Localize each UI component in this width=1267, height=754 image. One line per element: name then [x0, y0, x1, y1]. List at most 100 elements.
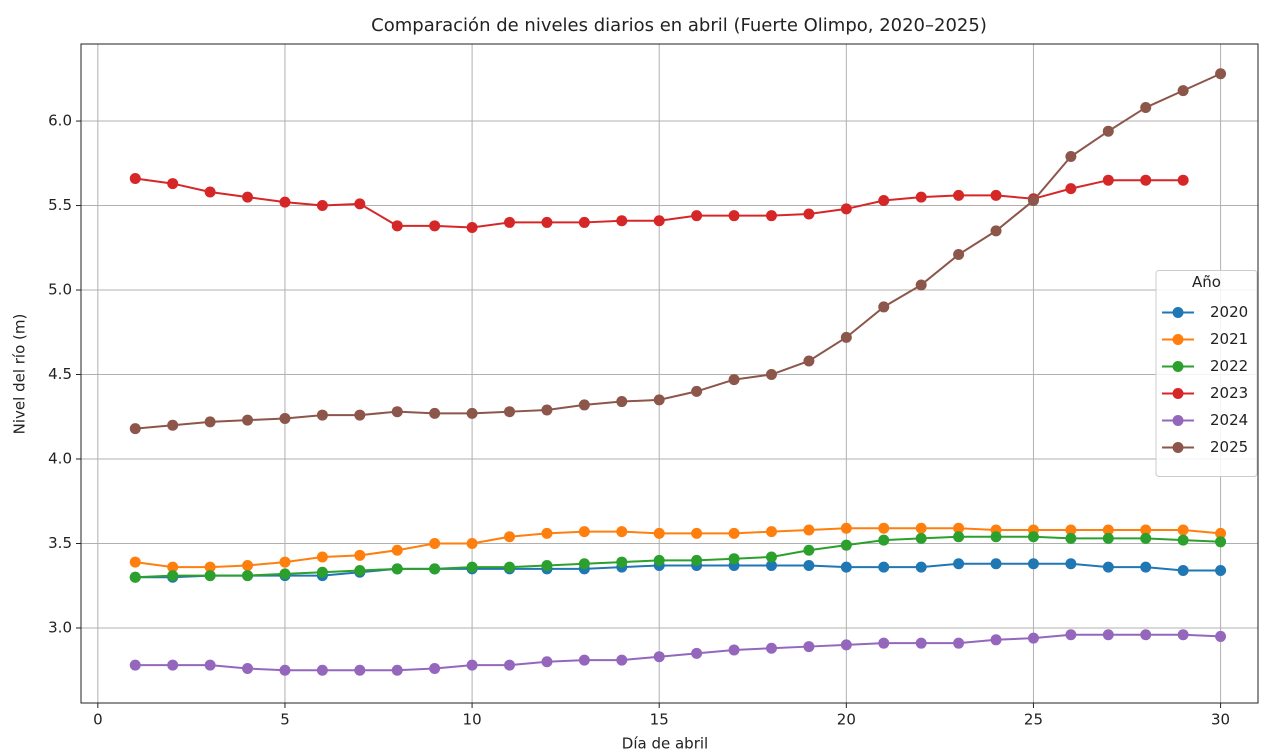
data-point [1065, 524, 1077, 536]
data-point [1177, 85, 1189, 97]
data-point [1215, 630, 1227, 642]
data-point [990, 558, 1002, 570]
data-point [990, 225, 1002, 237]
data-point [653, 527, 665, 539]
data-point [578, 654, 590, 666]
data-point [878, 637, 890, 649]
data-point [953, 522, 965, 534]
data-point [840, 203, 852, 215]
data-point [242, 559, 254, 571]
data-point [1177, 629, 1189, 641]
legend-label: 2023 [1210, 384, 1248, 402]
y-tick-label: 5.5 [48, 196, 72, 214]
data-point [167, 570, 179, 582]
data-point [840, 331, 852, 343]
data-point [1027, 632, 1039, 644]
legend: Año 2020 2021 2022 2023 2024 2025 [1155, 270, 1258, 477]
data-point [915, 637, 927, 649]
data-point [1102, 174, 1114, 186]
data-point [1140, 102, 1152, 114]
data-point [279, 196, 291, 208]
data-point [953, 189, 965, 201]
data-point [429, 407, 441, 419]
legend-marker [1172, 442, 1184, 453]
data-point [990, 634, 1002, 646]
data-point [167, 561, 179, 573]
legend-marker [1172, 388, 1184, 399]
data-point [1065, 183, 1077, 195]
x-tick-label: 25 [1024, 711, 1043, 729]
data-point [1177, 565, 1189, 577]
data-point [279, 556, 291, 568]
data-point [765, 559, 777, 571]
data-point [391, 406, 403, 418]
data-point [279, 568, 291, 580]
data-point [429, 220, 441, 232]
data-point [354, 409, 366, 421]
data-point [1215, 536, 1227, 548]
chart-title: Comparación de niveles diarios en abril … [371, 15, 987, 36]
data-point [204, 561, 216, 573]
series-line [135, 562, 1221, 579]
data-point [1102, 524, 1114, 536]
data-point [728, 644, 740, 656]
data-point [691, 527, 703, 539]
series-line [135, 72, 1221, 430]
data-point [242, 414, 254, 426]
data-point [167, 178, 179, 190]
data-point [728, 374, 740, 386]
data-point [391, 664, 403, 676]
data-point [541, 404, 553, 416]
y-tick-label: 3.0 [48, 618, 72, 636]
data-point [728, 553, 740, 565]
legend-marker [1172, 334, 1184, 345]
data-point [1177, 174, 1189, 186]
data-point [316, 566, 328, 578]
data-point [878, 561, 890, 573]
data-point [429, 537, 441, 549]
data-point [1065, 558, 1077, 570]
data-point [504, 659, 516, 671]
data-point [840, 561, 852, 573]
legend-label: 2024 [1210, 411, 1248, 429]
data-point [840, 539, 852, 551]
data-point [541, 216, 553, 228]
data-point [504, 406, 516, 418]
data-point [728, 210, 740, 222]
legend-marker [1172, 415, 1184, 426]
data-point [429, 663, 441, 675]
legend-label: 2021 [1210, 330, 1248, 348]
data-point [1140, 532, 1152, 544]
legend-label: 2022 [1210, 357, 1248, 375]
data-point [728, 527, 740, 539]
data-point [354, 198, 366, 210]
data-point [578, 558, 590, 570]
data-point [541, 656, 553, 668]
data-point [803, 641, 815, 653]
x-tick-label: 10 [463, 711, 482, 729]
data-point [129, 556, 141, 568]
x-tick-label: 20 [837, 711, 856, 729]
data-point [466, 222, 478, 234]
data-point [616, 526, 628, 538]
x-axis-label: Día de abril [622, 735, 708, 753]
data-point [1140, 524, 1152, 536]
data-point [691, 210, 703, 222]
series-line [135, 633, 1221, 672]
series-line [135, 535, 1221, 579]
y-tick-label: 3.5 [48, 534, 72, 552]
data-point [953, 249, 965, 261]
data-point [691, 647, 703, 659]
data-point [391, 563, 403, 575]
data-point [953, 531, 965, 543]
data-point [354, 549, 366, 561]
data-point [1102, 561, 1114, 573]
data-point [765, 551, 777, 563]
data-point [279, 412, 291, 424]
data-point [129, 571, 141, 583]
x-tick-label: 15 [650, 711, 669, 729]
data-point [878, 522, 890, 534]
data-point [1065, 629, 1077, 641]
y-tick-label: 4.5 [48, 365, 72, 383]
data-point [616, 215, 628, 227]
